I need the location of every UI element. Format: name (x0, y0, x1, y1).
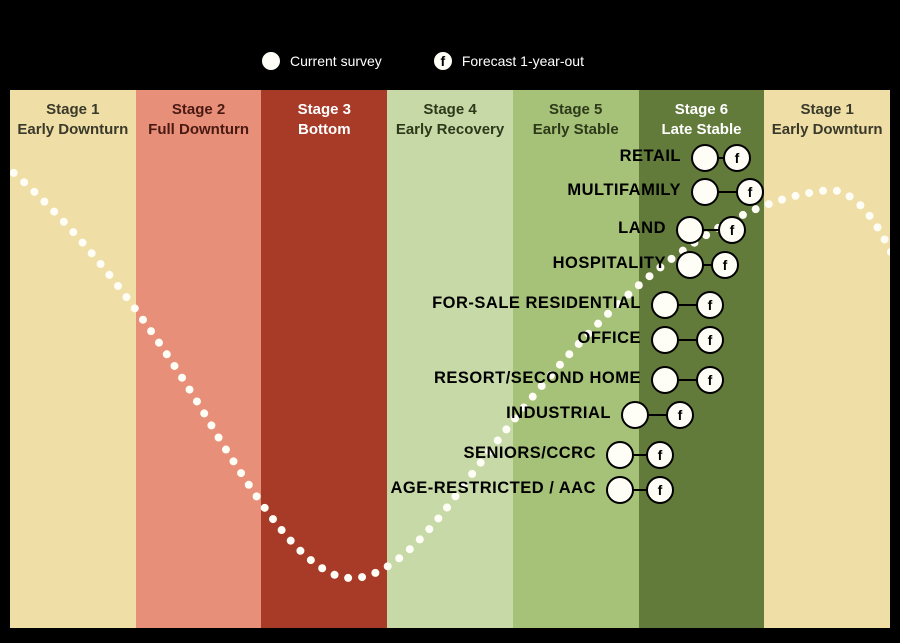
sector-row: FOR-SALE RESIDENTIAL f (10, 291, 890, 319)
current-node (651, 366, 679, 394)
node-connector (678, 304, 697, 307)
sector-label: HOSPITALITY (553, 254, 672, 273)
current-node (606, 441, 634, 469)
cycle-chart: Current survey f Forecast 1-year-out Sta… (0, 0, 900, 643)
sector-label: RETAIL (620, 147, 687, 166)
sector-row: SENIORS/CCRC f (10, 441, 890, 469)
bottom-bar (10, 628, 890, 643)
sector-label: LAND (618, 219, 672, 238)
forecast-node: f (696, 291, 724, 319)
sector-row: HOSPITALITY f (10, 251, 890, 279)
sector-label: INDUSTRIAL (506, 404, 617, 423)
node-connector (678, 339, 697, 342)
sector-label: AGE-RESTRICTED / AAC (390, 479, 602, 498)
node-connector (633, 454, 647, 457)
sector-row: LAND f (10, 216, 890, 244)
forecast-node: f (711, 251, 739, 279)
current-node (691, 144, 719, 172)
current-node (691, 178, 719, 206)
legend-current-label: Current survey (290, 53, 382, 69)
forecast-node: f (718, 216, 746, 244)
legend-forecast: f Forecast 1-year-out (432, 50, 584, 72)
top-bar: Current survey f Forecast 1-year-out (0, 0, 900, 90)
forecast-node: f (646, 441, 674, 469)
sector-label: MULTIFAMILY (567, 181, 687, 200)
node-connector (633, 489, 647, 492)
current-node (606, 476, 634, 504)
legend-current: Current survey (260, 50, 382, 72)
forecast-node: f (736, 178, 764, 206)
sector-row: MULTIFAMILY f (10, 178, 890, 206)
sector-row: INDUSTRIAL f (10, 401, 890, 429)
forecast-node: f (666, 401, 694, 429)
current-node (651, 291, 679, 319)
sector-row: AGE-RESTRICTED / AAC f (10, 476, 890, 504)
legend-forecast-icon: f (432, 50, 454, 72)
sector-label: OFFICE (578, 329, 648, 348)
legend-forecast-label: Forecast 1-year-out (462, 53, 584, 69)
forecast-node: f (723, 144, 751, 172)
sector-label: RESORT/SECOND HOME (434, 369, 647, 388)
sector-row: RETAIL f (10, 144, 890, 172)
legend-current-icon (260, 50, 282, 72)
current-node (621, 401, 649, 429)
sector-label: FOR-SALE RESIDENTIAL (432, 294, 647, 313)
node-connector (703, 229, 719, 232)
node-connector (718, 191, 737, 194)
sector-label: SENIORS/CCRC (463, 444, 602, 463)
current-node (651, 326, 679, 354)
node-connector (678, 379, 697, 382)
sector-row: RESORT/SECOND HOME f (10, 366, 890, 394)
legend: Current survey f Forecast 1-year-out (260, 50, 900, 72)
forecast-node: f (646, 476, 674, 504)
forecast-node: f (696, 366, 724, 394)
current-node (676, 251, 704, 279)
sector-row: OFFICE f (10, 326, 890, 354)
sector-markers: RETAILfMULTIFAMILYfLANDfHOSPITALITYfFOR-… (10, 90, 890, 628)
forecast-node: f (696, 326, 724, 354)
current-node (676, 216, 704, 244)
node-connector (648, 414, 667, 417)
